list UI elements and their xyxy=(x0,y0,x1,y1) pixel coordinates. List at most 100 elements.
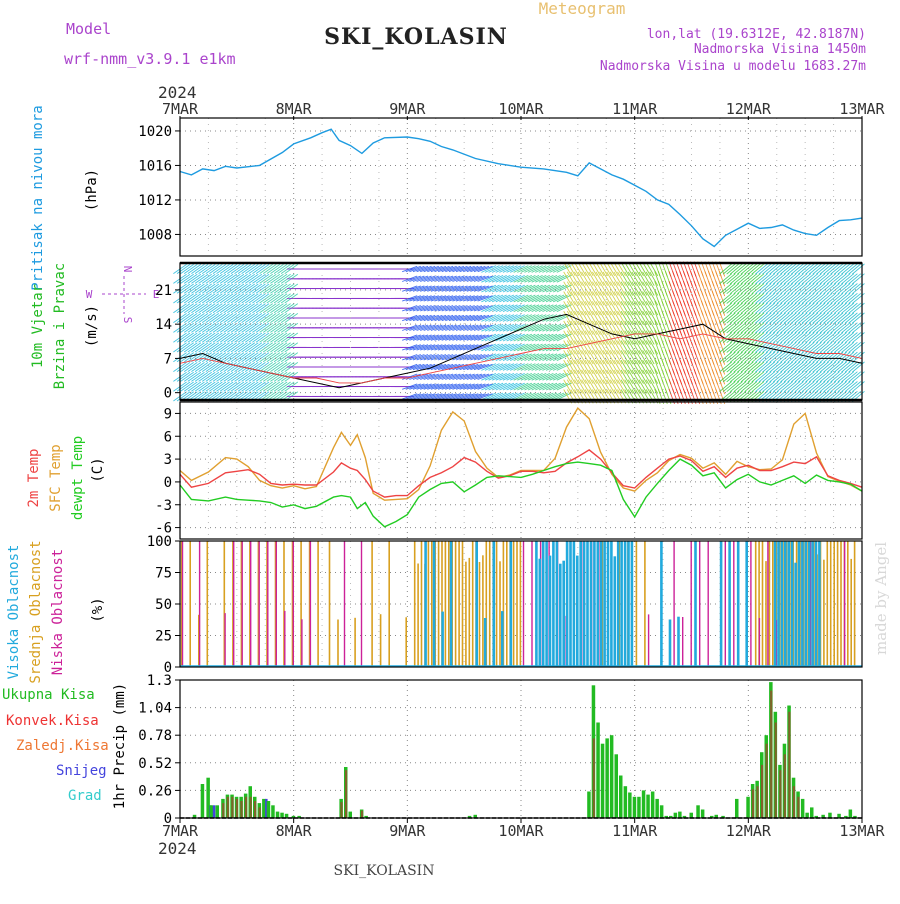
wind-barb xyxy=(664,388,672,405)
elevation-text: Nadmorska Visina 1450m xyxy=(694,42,866,57)
total-precip-bar xyxy=(271,805,275,818)
wind-barb xyxy=(592,261,601,277)
wind-barb xyxy=(524,265,540,273)
wind-barb xyxy=(234,313,248,323)
wind-barb xyxy=(758,381,772,393)
wind-barb xyxy=(473,393,490,400)
wind-panel-ytick-label: 21 xyxy=(155,283,172,299)
wind-barb xyxy=(570,291,580,306)
wind-barb xyxy=(599,340,608,355)
wind-barb xyxy=(198,283,212,294)
wind-barb xyxy=(277,283,291,294)
wind-barb xyxy=(726,292,740,304)
wind-barb xyxy=(538,294,554,303)
wind-barb xyxy=(405,305,421,312)
wind-barb xyxy=(183,342,198,353)
wind-barb xyxy=(595,350,605,365)
wind-barb xyxy=(801,312,815,324)
low-cloud-bar xyxy=(360,541,363,667)
mid-cloud-bar xyxy=(458,541,460,667)
wind-barb xyxy=(455,344,472,351)
wind-barb xyxy=(473,275,490,282)
wind-barb xyxy=(517,265,532,273)
mid-cloud-bar xyxy=(317,541,319,667)
wind-barb xyxy=(606,350,616,365)
wind-barb xyxy=(517,294,532,303)
wind-barb xyxy=(466,314,483,322)
wind-barb xyxy=(412,275,429,282)
conv-precip-bar xyxy=(235,798,238,818)
wind-barb xyxy=(216,313,230,323)
wind-barb xyxy=(244,264,259,274)
wind-barb xyxy=(430,265,447,273)
wind-barb xyxy=(524,333,540,342)
wind-barb xyxy=(484,323,500,332)
wind-barb xyxy=(758,351,772,363)
wind-barb xyxy=(466,344,483,351)
wind-barb xyxy=(452,265,468,273)
wind-barb xyxy=(452,324,468,331)
wind-barb xyxy=(751,263,765,275)
wind-barb xyxy=(682,388,690,405)
wind-barb xyxy=(549,294,565,303)
total-precip-bar xyxy=(821,814,825,818)
wind-barb xyxy=(791,312,804,324)
wind-barb xyxy=(488,304,504,313)
wind-barb xyxy=(574,320,583,335)
wind-barb xyxy=(441,334,457,341)
high-cloud-bar xyxy=(593,541,596,667)
wind-barb xyxy=(492,343,507,352)
wind-barb xyxy=(762,371,776,383)
wind-barb xyxy=(437,393,454,400)
mid-cloud-bar xyxy=(768,541,771,667)
wind-barb xyxy=(510,363,525,371)
wind-barb xyxy=(844,312,858,324)
wind-barb xyxy=(520,304,536,313)
wind-barb xyxy=(733,283,747,295)
wind-barb xyxy=(613,271,623,286)
total-precip-bar xyxy=(467,815,472,818)
wind-barb xyxy=(733,312,747,324)
wind-barb xyxy=(609,359,619,375)
wind-barb xyxy=(219,371,234,382)
wind-barb xyxy=(798,322,811,334)
wind-barb xyxy=(241,303,256,314)
wind-barb xyxy=(402,324,418,331)
wind-barb xyxy=(609,261,619,277)
wind-barb xyxy=(631,261,641,277)
wind-barb xyxy=(205,381,220,392)
mid-cloud-bar xyxy=(468,557,471,667)
wind-barb xyxy=(823,322,837,334)
wind-barb xyxy=(556,284,572,293)
bottom-date-label: 8MAR xyxy=(276,822,313,840)
low-cloud-bar xyxy=(301,619,303,667)
wind-barb xyxy=(234,352,248,363)
wind-barb xyxy=(502,294,518,303)
wind-barb xyxy=(780,283,793,295)
wind-barb xyxy=(513,343,529,352)
wind-barb xyxy=(430,354,447,361)
wind-barb xyxy=(434,334,450,341)
wind-barb xyxy=(409,363,425,371)
wind-barb xyxy=(791,302,804,314)
wind-barb xyxy=(266,342,281,353)
high-cloud-bar xyxy=(784,541,787,667)
wind-panel-ytick-label: 7 xyxy=(164,351,172,367)
wind-barb xyxy=(455,275,472,282)
wind-barb xyxy=(455,295,472,302)
wind-barb xyxy=(808,292,822,304)
wind-barb xyxy=(609,291,619,306)
wind-barb xyxy=(255,313,270,323)
wind-barb xyxy=(506,284,522,293)
wind-barb xyxy=(638,320,648,335)
wind-barb xyxy=(466,354,483,361)
year-bottom: 2024 xyxy=(158,839,197,858)
precip-ylabel: 1hr Precip (mm) xyxy=(112,683,128,809)
wind-barb xyxy=(808,283,822,295)
wind-barb xyxy=(477,393,493,400)
wind-barb xyxy=(527,304,543,313)
wind-barb xyxy=(755,292,768,304)
wind-barb xyxy=(700,388,708,405)
mid-cloud-bar xyxy=(371,541,373,667)
wind-barb xyxy=(620,350,630,365)
